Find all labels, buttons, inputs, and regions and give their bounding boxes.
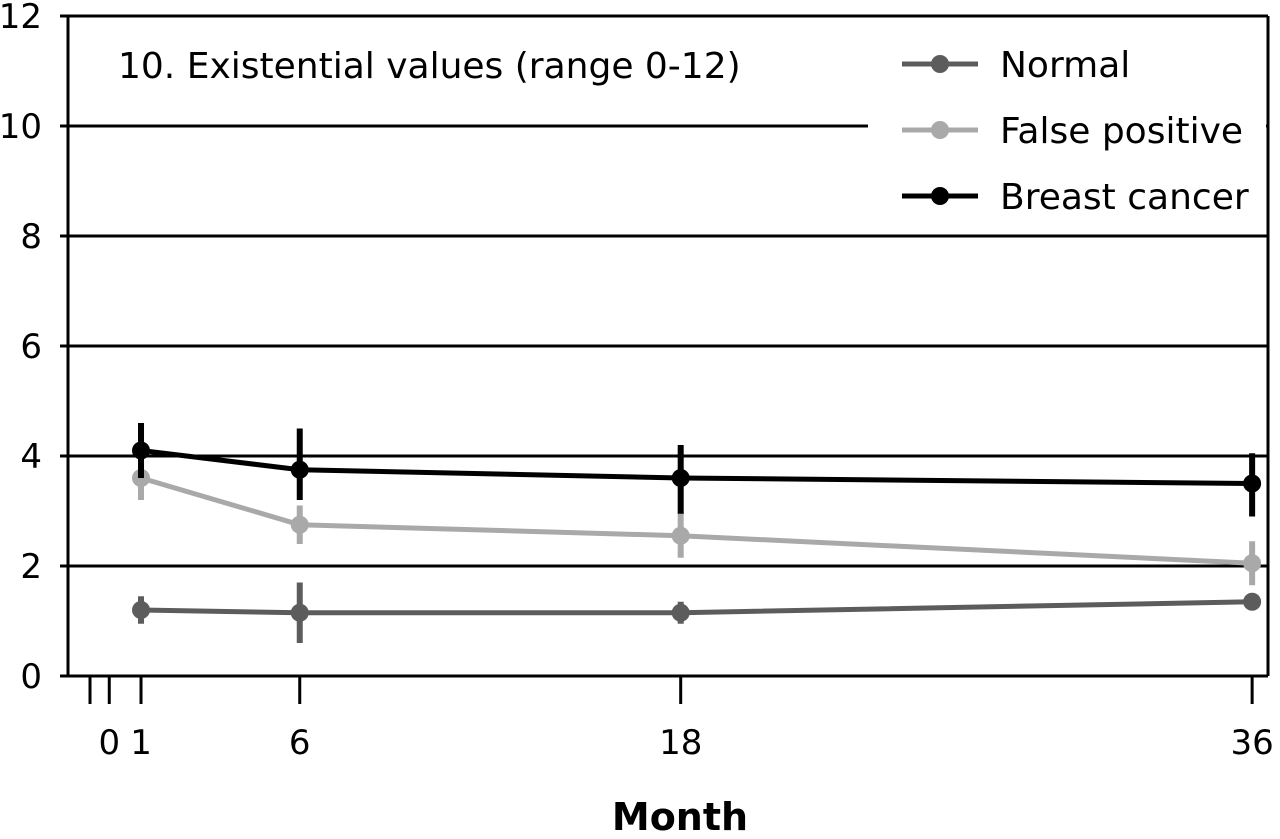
- data-point: [1243, 554, 1262, 573]
- x-tick-label: 36: [1230, 723, 1273, 763]
- series-line: [140, 475, 1253, 566]
- series-line: [140, 448, 1253, 486]
- legend-swatch-marker: [931, 187, 949, 205]
- x-tick-label: 18: [659, 723, 702, 763]
- y-tick-label: 6: [20, 327, 42, 367]
- y-tick-label: 10: [0, 107, 42, 147]
- data-point: [290, 515, 309, 534]
- legend-label: Breast cancer: [1000, 177, 1249, 218]
- x-tick-label: 6: [289, 723, 311, 763]
- data-point: [132, 601, 151, 619]
- data-point: [671, 469, 690, 487]
- legend: Normal False positive Breast cancer: [868, 28, 1266, 228]
- series-normal: [132, 582, 1262, 643]
- y-tick-label: 4: [20, 437, 42, 477]
- grid-lines: [68, 124, 1268, 568]
- data-point: [671, 526, 690, 545]
- series-breast-cancer: [132, 423, 1262, 517]
- data-point: [290, 460, 309, 479]
- data-point: [1243, 592, 1262, 611]
- legend-label: False positive: [1000, 111, 1243, 152]
- legend-swatch-marker: [931, 121, 949, 139]
- axes: [60, 14, 1270, 704]
- x-tick-label: 1: [130, 723, 152, 763]
- y-tick-label: 12: [0, 0, 42, 37]
- data-point: [1243, 474, 1262, 493]
- chart-annotation: 10. Existential values (range 0-12): [118, 46, 741, 87]
- y-tick-label: 0: [20, 657, 42, 697]
- data-point: [290, 603, 309, 622]
- series-layer: [132, 423, 1262, 643]
- y-tick-label: 8: [20, 217, 42, 257]
- data-point: [671, 603, 690, 622]
- series-line: [140, 599, 1253, 616]
- data-point: [132, 441, 151, 460]
- legend-label: Normal: [1000, 45, 1130, 86]
- legend-swatch-marker: [931, 55, 949, 73]
- x-axis-label: Month: [612, 795, 748, 839]
- x-tick-label: 0: [98, 723, 120, 763]
- y-tick-label: 2: [20, 547, 42, 587]
